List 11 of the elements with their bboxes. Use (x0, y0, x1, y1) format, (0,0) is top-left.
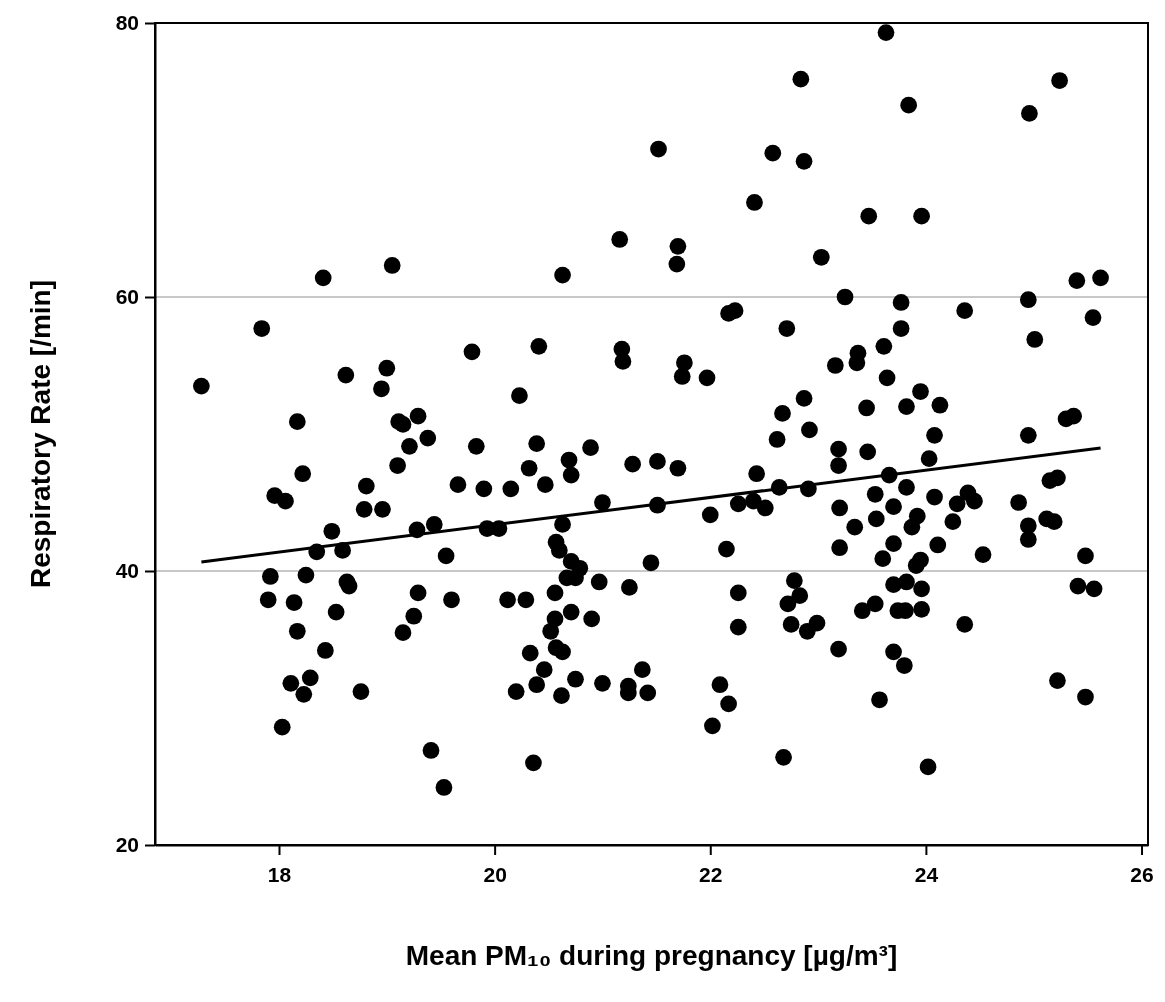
x-tick-label: 24 (914, 862, 939, 886)
y-tick-label: 20 (115, 833, 139, 857)
y-axis-title: Respiratory Rate [/min] (25, 279, 56, 589)
x-tick-label: 18 (267, 862, 292, 886)
y-tick-label: 40 (115, 559, 139, 583)
x-axis-title: Mean PM₁₀ during pregnancy [µg/m³] (405, 940, 898, 971)
x-tick-label: 20 (483, 862, 507, 886)
x-tick-label: 26 (1130, 862, 1154, 886)
x-tick-label: 22 (699, 862, 723, 886)
y-tick-label: 80 (115, 11, 139, 35)
y-tick-label: 60 (115, 285, 139, 309)
